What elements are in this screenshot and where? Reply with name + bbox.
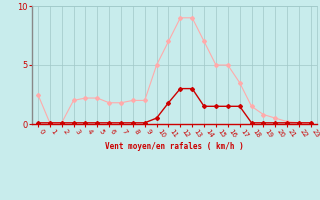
X-axis label: Vent moyen/en rafales ( km/h ): Vent moyen/en rafales ( km/h ) bbox=[105, 142, 244, 151]
